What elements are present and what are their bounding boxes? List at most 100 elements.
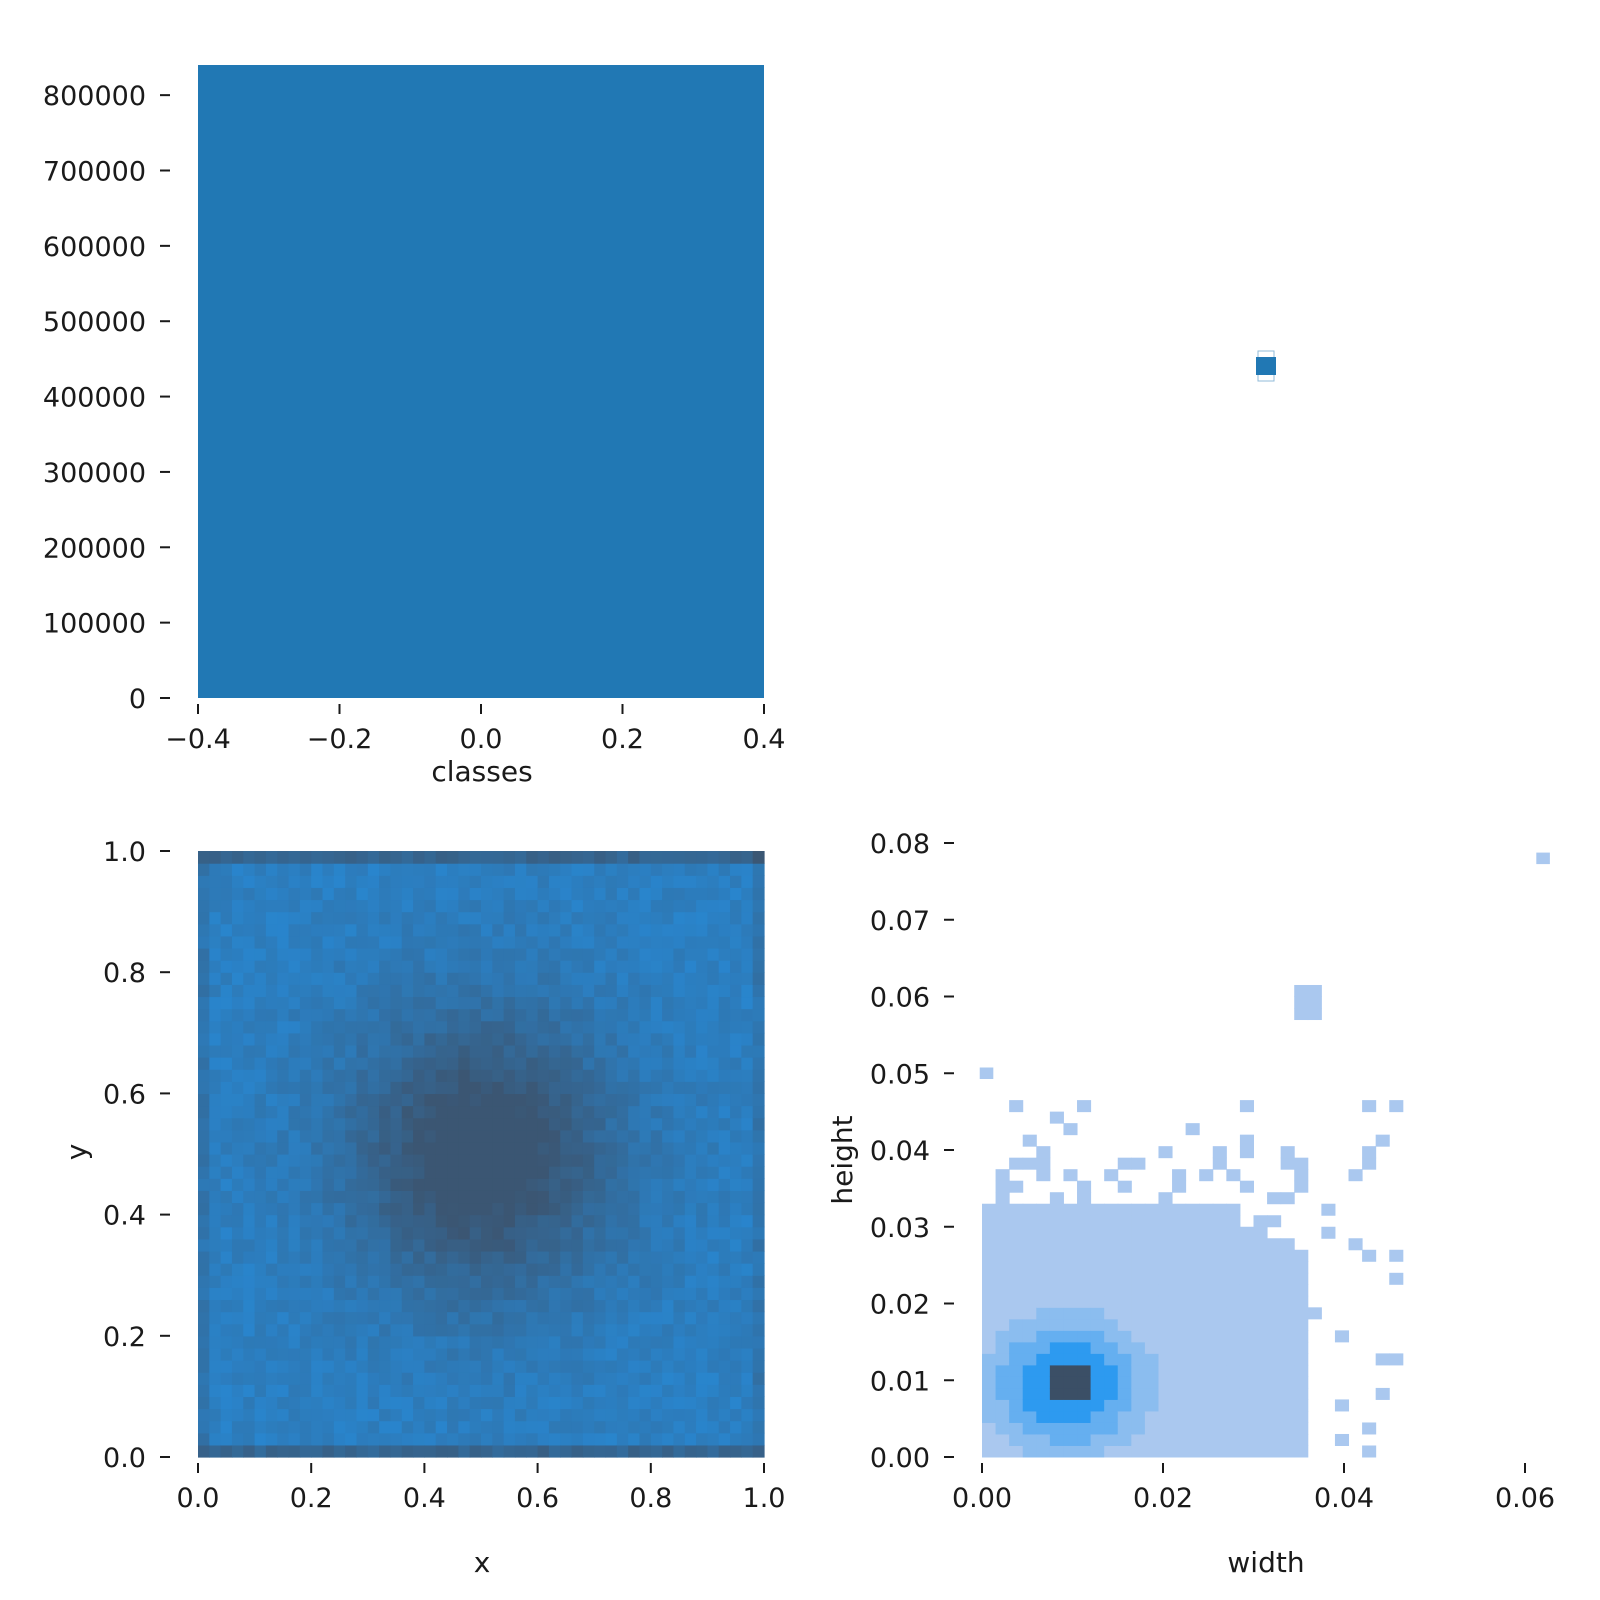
- xy-heatmap-cell: [537, 960, 550, 973]
- xy-heatmap-cell: [356, 1008, 369, 1022]
- xy-heatmap-cell: [560, 863, 573, 876]
- xy-heatmap-cell: [277, 1432, 290, 1446]
- xy-heatmap-cell: [322, 1057, 335, 1070]
- wh-heatmap-cell: [1389, 1353, 1404, 1366]
- xy-heatmap-cell: [345, 960, 358, 973]
- xy-heatmap-cell: [707, 947, 720, 961]
- xy-heatmap-cell: [311, 863, 324, 876]
- xy-heatmap-cell: [492, 1238, 505, 1252]
- xy-heatmap-cell: [254, 947, 267, 961]
- xy-heatmap-cell: [345, 1154, 358, 1167]
- wh-heatmap-cell: [1022, 1238, 1037, 1251]
- xy-heatmap-cell: [356, 1105, 369, 1119]
- xy-heatmap-cell: [560, 1154, 573, 1167]
- xy-heatmap-cell: [345, 1408, 358, 1422]
- xy-heatmap-cell: [752, 1372, 765, 1385]
- xy-heatmap-cell: [447, 1105, 459, 1119]
- wh-heatmap-cell: [1239, 1422, 1254, 1435]
- xy-heatmap-cell: [220, 1214, 233, 1228]
- height-tick-label: 0.05: [870, 1059, 930, 1090]
- xy-heatmap-cell: [571, 947, 584, 961]
- xy-heatmap-cell: [401, 1190, 414, 1204]
- xy-heatmap-cell: [514, 1032, 527, 1046]
- wh-heatmap-cell: [1239, 1364, 1254, 1377]
- wh-heatmap-cell: [1239, 1249, 1254, 1262]
- xy-heatmap-cell: [220, 947, 233, 961]
- xy-heatmap-cell: [662, 1190, 675, 1204]
- xy-heatmap-cell: [639, 1129, 652, 1143]
- xy-heatmap-cell: [526, 1117, 539, 1131]
- xy-heatmap-cell: [696, 972, 708, 985]
- xy-heatmap-cell: [265, 923, 278, 937]
- xy-heatmap-cell: [254, 960, 267, 973]
- wh-heatmap-cell: [1280, 1422, 1295, 1435]
- xy-heatmap-cell: [481, 923, 493, 937]
- xy-heatmap-cell: [198, 1129, 210, 1143]
- xy-heatmap-cell: [220, 1420, 233, 1434]
- xy-heatmap-cell: [198, 1154, 210, 1167]
- wh-heatmap-cell: [995, 1410, 1010, 1423]
- xy-heatmap-cell: [469, 1214, 482, 1228]
- xy-heatmap-cell: [277, 1105, 290, 1119]
- xy-heatmap-cell: [277, 1008, 290, 1022]
- wh-heatmap-cell: [1348, 1169, 1363, 1182]
- wh-heatmap-cell: [1144, 1410, 1159, 1423]
- xy-heatmap-cell: [469, 1117, 482, 1131]
- xy-heatmap-cell: [345, 1190, 358, 1204]
- wh-heatmap-cell: [1063, 1364, 1078, 1377]
- xy-heatmap-cell: [413, 1178, 425, 1191]
- xy-heatmap-cell: [707, 1044, 720, 1058]
- xy-heatmap-cell: [379, 1093, 392, 1107]
- xy-heatmap-cell: [413, 947, 425, 961]
- wh-heatmap-cell: [1362, 1445, 1377, 1458]
- xy-heatmap-cell: [435, 1396, 448, 1410]
- xy-heatmap-cell: [605, 1384, 618, 1397]
- xy-heatmap-cell: [707, 1129, 720, 1143]
- wh-heatmap-cell: [1199, 1376, 1214, 1389]
- width-x-ticks: 0.00 0.02 0.04 0.06: [952, 1463, 1555, 1514]
- wh-heatmap-cell: [1212, 1215, 1227, 1228]
- xy-heatmap-cell: [526, 1166, 539, 1179]
- xy-heatmap-cell: [401, 875, 414, 888]
- xy-heatmap-cell: [311, 1044, 324, 1058]
- xy-heatmap-cell: [288, 1226, 301, 1240]
- wh-heatmap-cell: [995, 1307, 1010, 1320]
- wh-heatmap-cell: [1267, 1330, 1282, 1343]
- wh-heatmap-cell: [1090, 1387, 1105, 1400]
- xy-heatmap-cell: [435, 1008, 448, 1022]
- xy-heatmap-cell: [356, 996, 369, 1010]
- xy-heatmap-cell: [548, 875, 561, 888]
- xy-heatmap-cell: [548, 899, 561, 913]
- xy-heatmap-cell: [413, 911, 425, 925]
- xy-heatmap-cell: [390, 1202, 403, 1216]
- xy-heatmap-cell: [254, 1420, 267, 1434]
- xy-heatmap-cell: [322, 1129, 335, 1143]
- xy-heatmap-cells: [198, 851, 765, 1458]
- xy-heatmap-cell: [662, 887, 675, 901]
- xy-heatmap-cell: [741, 1360, 754, 1373]
- wh-heatmap-cell: [1117, 1307, 1132, 1320]
- xy-heatmap-cell: [277, 899, 290, 913]
- xy-heatmap-cell: [594, 1299, 607, 1313]
- xy-heatmap-cell: [492, 1008, 505, 1022]
- xy-heatmap-cell: [650, 1020, 663, 1034]
- xy-heatmap-cell: [299, 911, 312, 925]
- wh-heatmap-cell: [1104, 1422, 1119, 1435]
- xy-heatmap-cell: [526, 1069, 539, 1082]
- xy-heatmap-cell: [367, 1166, 380, 1179]
- xy-heatmap-cell: [447, 851, 459, 864]
- xy-heatmap-cell: [447, 1020, 459, 1034]
- xy-heatmap-cell: [265, 1178, 278, 1191]
- xy-heatmap-cell: [741, 1347, 754, 1361]
- xy-heatmap-cell: [616, 1190, 629, 1204]
- xy-heatmap-cell: [401, 1117, 414, 1131]
- xy-heatmap-cell: [650, 1117, 663, 1131]
- xy-heatmap-cell: [469, 1032, 482, 1046]
- xy-heatmap-cell: [514, 1178, 527, 1191]
- wh-heatmap-cell: [1212, 1353, 1227, 1366]
- xy-heatmap-cell: [469, 1044, 482, 1058]
- xy-heatmap-cell: [684, 863, 697, 876]
- xy-heatmap-cell: [628, 1250, 641, 1264]
- xy-heatmap-cell: [492, 1057, 505, 1070]
- xy-heatmap-cell: [582, 1420, 595, 1434]
